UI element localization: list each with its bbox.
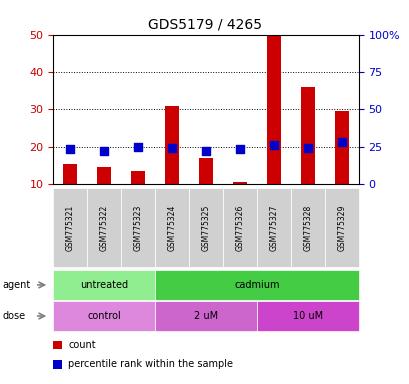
Point	[338, 139, 344, 146]
Text: GDS5179 / 4265: GDS5179 / 4265	[148, 17, 261, 31]
Bar	[233, 182, 246, 184]
Text: untreated: untreated	[80, 280, 128, 290]
Text: cadmium: cadmium	[234, 280, 279, 290]
Text: count: count	[68, 340, 96, 350]
Text: GSM775329: GSM775329	[337, 204, 346, 251]
Text: 10 uM: 10 uM	[292, 311, 322, 321]
Bar	[334, 111, 348, 184]
Text: GSM775328: GSM775328	[303, 204, 312, 251]
Text: GSM775323: GSM775323	[133, 204, 142, 251]
Point	[67, 146, 73, 152]
Text: GSM775326: GSM775326	[235, 204, 244, 251]
Point	[236, 146, 243, 152]
Point	[169, 144, 175, 151]
Text: control: control	[87, 311, 121, 321]
Text: GSM775325: GSM775325	[201, 204, 210, 251]
Text: 2 uM: 2 uM	[193, 311, 218, 321]
Point	[270, 142, 276, 149]
Text: GSM775324: GSM775324	[167, 204, 176, 251]
Text: GSM775322: GSM775322	[99, 204, 108, 251]
Bar	[131, 171, 145, 184]
Point	[304, 144, 310, 151]
Bar	[63, 164, 77, 184]
Point	[202, 147, 209, 154]
Text: agent: agent	[2, 280, 30, 290]
Bar	[97, 167, 111, 184]
Point	[135, 144, 141, 150]
Text: dose: dose	[2, 311, 25, 321]
Bar	[199, 158, 212, 184]
Text: GSM775321: GSM775321	[65, 204, 74, 251]
Text: percentile rank within the sample: percentile rank within the sample	[68, 359, 233, 369]
Bar	[300, 87, 314, 184]
Bar	[165, 106, 178, 184]
Point	[101, 147, 107, 154]
Text: GSM775327: GSM775327	[269, 204, 278, 251]
Bar	[267, 35, 280, 184]
